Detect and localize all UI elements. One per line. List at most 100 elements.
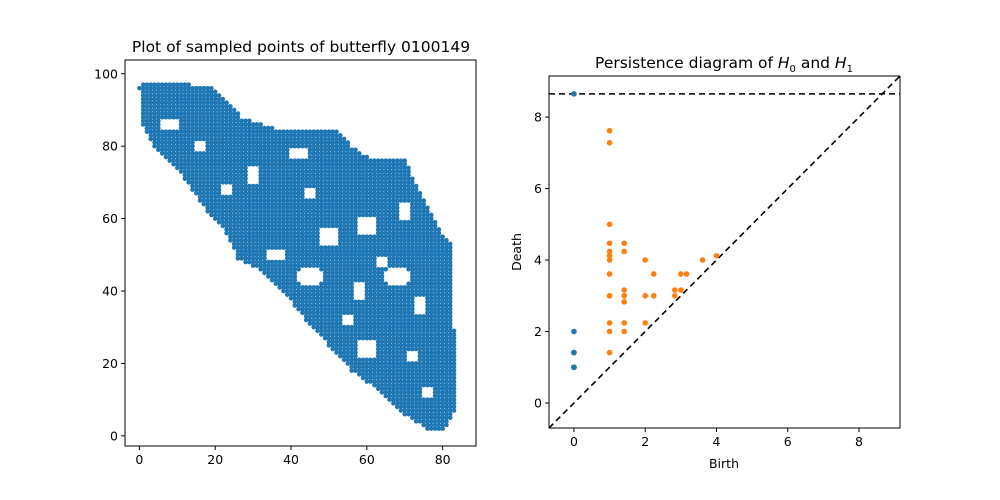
left-data-point [235,147,241,153]
left-data-point [167,93,173,98]
left-data-point [447,314,453,319]
left-data-point [447,350,453,355]
left-data-point [182,107,188,113]
left-data-point [334,343,339,348]
left-data-point [330,281,336,287]
left-data-point [269,230,275,236]
left-data-point [182,96,188,102]
left-data-point [413,209,419,214]
left-data-point [417,277,423,283]
left-data-point [436,306,442,312]
left-data-point [330,190,336,196]
left-data-point [315,198,320,203]
left-data-point [193,180,199,185]
left-data-point [375,252,381,258]
left-data-point [292,270,298,276]
left-data-point [243,245,248,250]
left-data-point [375,248,381,254]
left-data-point [258,140,264,145]
left-data-point [209,183,214,189]
left-data-point [341,238,347,243]
left-data-point [307,209,313,214]
left-data-point [190,147,195,153]
left-data-point [364,201,370,207]
left-data-point [228,169,233,174]
left-data-point [281,133,286,138]
left-data-point [273,198,279,203]
left-data-point [387,176,392,182]
left-data-point [406,248,411,254]
left-data-point [231,136,237,142]
left-data-point [406,194,411,200]
left-data-point [428,248,434,254]
left-data-point [216,154,222,160]
left-data-point [421,397,426,402]
left-data-point [262,245,267,250]
left-data-point [345,277,351,283]
left-data-point [273,277,279,283]
left-data-point [444,390,449,395]
left-data-point [440,343,445,348]
left-data-point [315,136,320,142]
left-data-point [349,332,354,337]
left-data-point [231,238,237,243]
left-data-point [281,190,286,196]
left-data-point [334,209,339,214]
left-data-point [300,299,305,305]
left-data-point [284,274,290,279]
left-data-point [398,393,404,399]
left-data-point [300,285,305,290]
left-data-point [372,364,377,370]
left-data-point [440,299,445,305]
left-data-point [440,245,445,250]
left-data-point [178,100,184,106]
left-data-point [319,288,324,294]
left-data-point [258,194,264,200]
left-data-point [425,321,430,326]
left-data-point [387,234,392,240]
left-data-point [201,190,207,196]
left-data-point [216,93,222,98]
left-data-point [186,114,191,120]
left-data-point [303,295,309,301]
left-data-point [391,165,396,171]
left-data-point [338,219,343,225]
left-data-point [353,335,358,341]
left-data-point [300,183,305,189]
left-data-point [375,299,381,305]
left-data-point [436,292,442,297]
left-data-point [349,259,354,265]
left-data-point [349,201,354,207]
left-data-point [349,346,354,352]
left-data-point [387,194,392,200]
left-data-point [254,219,260,225]
left-data-point [262,172,267,178]
left-data-point [300,259,305,265]
left-data-point [212,122,218,127]
left-data-point [368,234,373,240]
left-data-point [231,151,237,156]
left-data-point [428,375,434,381]
left-data-point [277,234,282,240]
left-data-point [250,143,256,149]
left-data-point [258,234,264,240]
left-data-point [311,245,317,250]
left-data-point [341,230,347,236]
left-data-point [345,227,351,232]
left-data-point [440,241,445,247]
left-data-point [140,104,146,109]
left-data-point [379,321,385,326]
left-data-point [353,357,358,363]
left-data-point [394,357,400,363]
left-data-point [178,114,184,120]
left-data-point [413,343,419,348]
left-data-point [315,230,320,236]
left-data-point [436,245,442,250]
left-data-point [182,129,188,134]
left-data-point [417,400,423,406]
left-data-point [383,266,389,272]
left-data-point [159,147,165,153]
left-data-point [212,133,218,138]
left-data-point [269,223,275,229]
left-data-point [269,245,275,250]
